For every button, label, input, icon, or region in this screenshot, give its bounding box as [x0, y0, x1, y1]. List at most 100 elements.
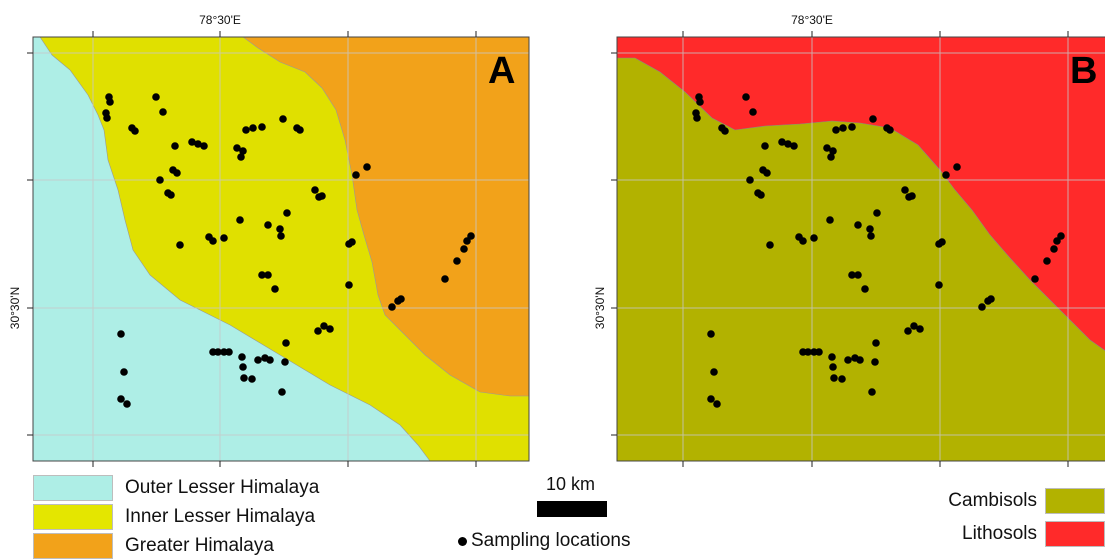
sampling-location-marker — [318, 192, 326, 200]
sampling-location-marker — [348, 238, 356, 246]
panel-label-b: B — [1070, 50, 1097, 92]
inner-lesser-himalaya-swatch — [33, 504, 113, 530]
legend-label: Lithosols — [962, 523, 1037, 544]
sampling-location-marker — [279, 115, 287, 123]
sampling-location-marker — [953, 163, 961, 171]
sampling-location-marker — [713, 400, 721, 408]
greater-himalaya-swatch — [33, 533, 113, 559]
legend-label: Inner Lesser Himalaya — [125, 506, 316, 527]
sampling-location-marker — [872, 339, 880, 347]
legend-label: Greater Himalaya — [125, 535, 274, 556]
sampling-location-marker — [209, 237, 217, 245]
sampling-location-marker — [248, 375, 256, 383]
sampling-location-marker — [460, 245, 468, 253]
sampling-location-marker — [886, 126, 894, 134]
sampling-location-marker — [904, 327, 912, 335]
sampling-location-marker — [266, 356, 274, 364]
panel-label-a: A — [488, 50, 515, 92]
sampling-location-marker — [236, 216, 244, 224]
sampling-location-marker — [866, 225, 874, 233]
sampling-location-marker — [1050, 245, 1058, 253]
scale-bar-label: 10 km — [546, 474, 596, 494]
sampling-location-marker — [283, 209, 291, 217]
sampling-location-marker — [826, 216, 834, 224]
sampling-location-marker — [810, 234, 818, 242]
sampling-location-marker — [123, 400, 131, 408]
lithosols-zone — [617, 37, 1105, 351]
sampling-location-marker — [829, 147, 837, 155]
sampling-location-marker — [453, 257, 461, 265]
sampling-location-marker — [799, 237, 807, 245]
sampling-location-marker — [978, 303, 986, 311]
sampling-legend: Sampling locations — [458, 530, 630, 552]
sampling-location-marker — [856, 356, 864, 364]
sampling-location-marker — [721, 127, 729, 135]
sampling-location-marker — [829, 363, 837, 371]
sampling-location-marker — [763, 169, 771, 177]
sampling-location-marker — [156, 176, 164, 184]
longitude-label-b: 78°30'E — [791, 13, 833, 27]
sampling-location-marker — [173, 169, 181, 177]
sampling-location-marker — [242, 126, 250, 134]
legend-item-inner-lesser-himalaya: Inner Lesser Himalaya — [33, 504, 315, 530]
sampling-location-marker — [942, 171, 950, 179]
sampling-location-marker — [249, 124, 257, 132]
sampling-location-marker — [873, 209, 881, 217]
sampling-location-marker — [363, 163, 371, 171]
outer-lesser-himalaya-swatch — [33, 475, 113, 501]
sampling-location-marker — [707, 330, 715, 338]
sampling-location-marker — [258, 271, 266, 279]
panel-b: 78°30'E 30°30'N B — [593, 13, 1105, 467]
graticule-a — [33, 37, 529, 461]
sampling-location-marker — [1031, 275, 1039, 283]
sampling-location-marker — [742, 93, 750, 101]
sampling-location-marker — [239, 363, 247, 371]
sampling-location-marker — [848, 271, 856, 279]
sampling-location-marker — [839, 124, 847, 132]
sampling-location-marker — [935, 281, 943, 289]
sampling-location-marker — [910, 322, 918, 330]
graticule-b — [617, 37, 1105, 461]
sampling-location-marker — [254, 356, 262, 364]
sampling-location-marker — [790, 142, 798, 150]
sampling-location-marker — [901, 186, 909, 194]
sampling-location-marker — [871, 358, 879, 366]
sampling-location-marker — [868, 388, 876, 396]
sampling-location-marker — [693, 114, 701, 122]
sampling-dot-icon — [458, 536, 467, 546]
sampling-location-marker — [159, 108, 167, 116]
sampling-location-marker — [345, 281, 353, 289]
sampling-location-marker — [1043, 257, 1051, 265]
sampling-location-marker — [282, 339, 290, 347]
sampling-location-marker — [237, 153, 245, 161]
sampling-points-b — [692, 93, 1065, 408]
sampling-location-marker — [220, 234, 228, 242]
sampling-location-marker — [916, 325, 924, 333]
sampling-location-marker — [320, 322, 328, 330]
sampling-location-marker — [397, 295, 405, 303]
lithosols-swatch — [1045, 521, 1105, 547]
panel-a: 78°30'E 30°30'N A — [8, 13, 530, 467]
sampling-location-marker — [828, 353, 836, 361]
sampling-location-marker — [277, 232, 285, 240]
scale-bar — [537, 501, 607, 517]
sampling-location-marker — [938, 238, 946, 246]
sampling-location-marker — [194, 140, 202, 148]
sampling-location-marker — [188, 138, 196, 146]
sampling-location-marker — [844, 356, 852, 364]
latitude-label-a: 30°30'N — [8, 287, 22, 329]
sampling-location-marker — [171, 142, 179, 150]
sampling-location-marker — [707, 395, 715, 403]
sampling-location-marker — [352, 171, 360, 179]
sampling-location-marker — [214, 348, 222, 356]
sampling-location-marker — [987, 295, 995, 303]
sampling-location-marker — [264, 221, 272, 229]
sampling-location-marker — [117, 395, 125, 403]
map-frame-b — [616, 36, 1105, 462]
tick-marks-b — [611, 31, 1069, 467]
sampling-points-a — [102, 93, 475, 408]
sampling-location-marker — [441, 275, 449, 283]
sampling-location-marker — [264, 271, 272, 279]
sampling-location-marker — [176, 241, 184, 249]
